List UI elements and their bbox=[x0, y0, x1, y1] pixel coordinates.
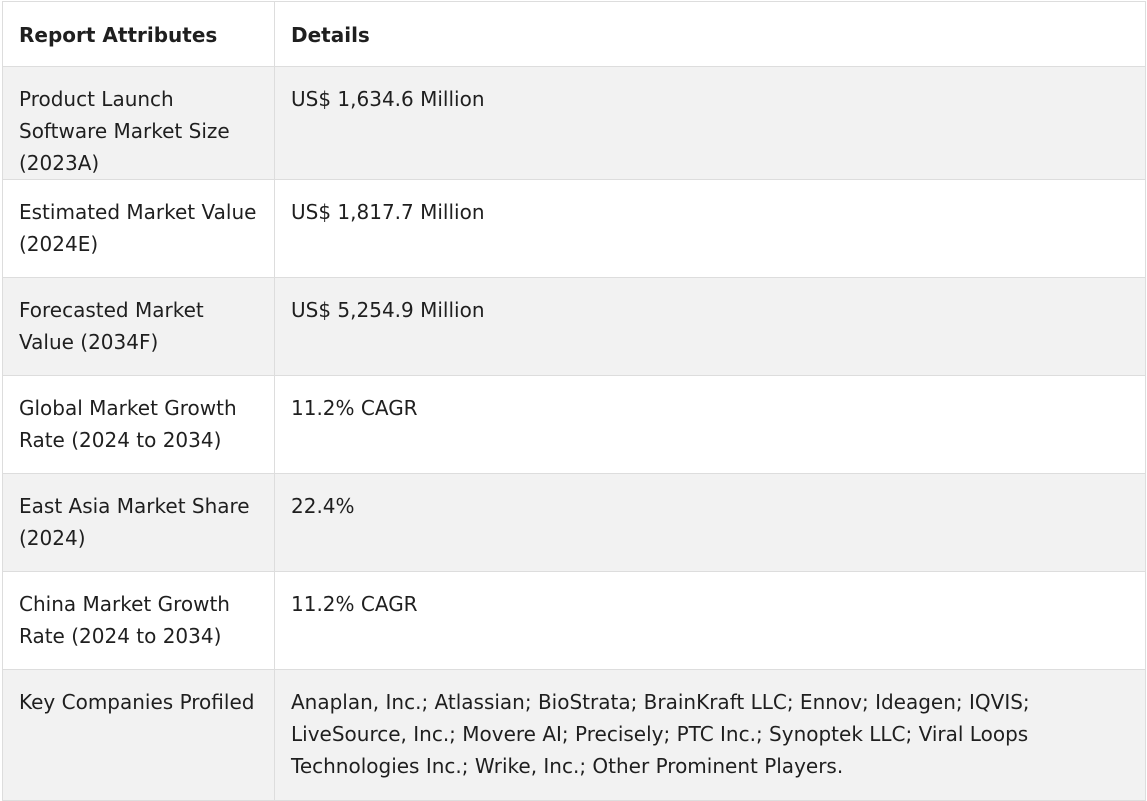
table-row: Product Launch Software Market Size (202… bbox=[2, 66, 1146, 180]
table-row: China Market Growth Rate (2024 to 2034) … bbox=[2, 571, 1146, 670]
attribute-cell: Forecasted Market Value (2034F) bbox=[2, 277, 275, 376]
detail-cell: US$ 5,254.9 Million bbox=[274, 277, 1146, 376]
attribute-cell: China Market Growth Rate (2024 to 2034) bbox=[2, 571, 275, 670]
detail-cell: 22.4% bbox=[274, 473, 1146, 572]
detail-cell: Anaplan, Inc.; Atlassian; BioStrata; Bra… bbox=[274, 669, 1146, 801]
attribute-cell: Product Launch Software Market Size (202… bbox=[2, 66, 275, 180]
header-report-attributes: Report Attributes bbox=[2, 1, 275, 67]
detail-cell: US$ 1,634.6 Million bbox=[274, 66, 1146, 180]
table-row: Key Companies Profiled Anaplan, Inc.; At… bbox=[2, 669, 1146, 801]
detail-cell: US$ 1,817.7 Million bbox=[274, 179, 1146, 278]
table-row: Estimated Market Value (2024E) US$ 1,817… bbox=[2, 179, 1146, 278]
attribute-cell: Estimated Market Value (2024E) bbox=[2, 179, 275, 278]
table-header-row: Report Attributes Details bbox=[2, 1, 1146, 67]
header-details: Details bbox=[274, 1, 1146, 67]
attribute-cell: East Asia Market Share (2024) bbox=[2, 473, 275, 572]
table-row: Global Market Growth Rate (2024 to 2034)… bbox=[2, 375, 1146, 474]
table-row: Forecasted Market Value (2034F) US$ 5,25… bbox=[2, 277, 1146, 376]
attribute-cell: Global Market Growth Rate (2024 to 2034) bbox=[2, 375, 275, 474]
table-row: East Asia Market Share (2024) 22.4% bbox=[2, 473, 1146, 572]
detail-cell: 11.2% CAGR bbox=[274, 571, 1146, 670]
detail-cell: 11.2% CAGR bbox=[274, 375, 1146, 474]
attribute-cell: Key Companies Profiled bbox=[2, 669, 275, 801]
